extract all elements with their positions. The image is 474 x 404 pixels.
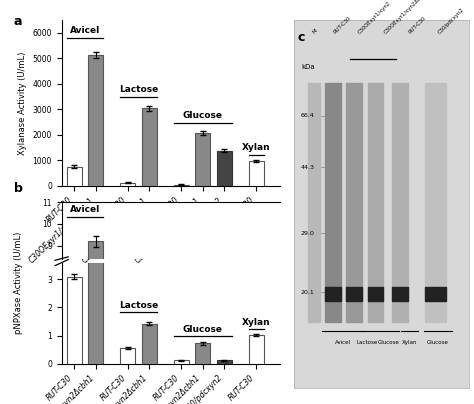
Bar — [88, 105, 103, 364]
Bar — [67, 277, 82, 364]
Text: a: a — [14, 15, 22, 28]
Text: Glucose: Glucose — [378, 340, 400, 345]
Bar — [67, 374, 82, 404]
Text: 66.4: 66.4 — [301, 113, 315, 118]
Bar — [88, 241, 103, 404]
Text: 29.0: 29.0 — [301, 231, 315, 236]
Bar — [67, 167, 82, 186]
Bar — [346, 287, 362, 301]
Text: pNPXase Activity (U/mL): pNPXase Activity (U/mL) — [15, 231, 23, 334]
Text: RUT-C30: RUT-C30 — [332, 15, 352, 35]
Bar — [392, 83, 408, 322]
Text: C30/pdcxyn2: C30/pdcxyn2 — [438, 7, 466, 35]
Text: Lactose: Lactose — [119, 301, 158, 310]
Bar — [142, 108, 157, 186]
Text: Lactose: Lactose — [119, 84, 158, 94]
Text: Xylan: Xylan — [242, 318, 271, 327]
Text: 20.1: 20.1 — [301, 290, 315, 295]
Bar — [217, 360, 232, 364]
Text: Lactose: Lactose — [357, 340, 378, 345]
Text: Glucose: Glucose — [182, 325, 223, 334]
Text: Xylan: Xylan — [242, 143, 271, 152]
Text: M: M — [311, 28, 318, 35]
Text: Avicel: Avicel — [70, 26, 100, 35]
Text: Xylan: Xylan — [402, 340, 418, 345]
Bar — [88, 55, 103, 186]
Text: C30OExyr1/xyn2: C30OExyr1/xyn2 — [357, 0, 392, 35]
Text: Glucose: Glucose — [427, 340, 448, 345]
Bar — [174, 185, 189, 186]
Text: RUT-C30: RUT-C30 — [408, 15, 427, 35]
Bar — [249, 335, 264, 364]
Bar — [249, 161, 264, 186]
Bar — [367, 83, 383, 322]
Bar — [425, 83, 447, 322]
Y-axis label: Xylanase Activity (U/mL): Xylanase Activity (U/mL) — [18, 51, 27, 155]
Text: Avicel: Avicel — [70, 205, 100, 214]
Bar — [425, 287, 447, 301]
Bar — [195, 343, 210, 364]
Bar — [392, 287, 408, 301]
Text: kDa: kDa — [301, 64, 315, 70]
Bar — [367, 287, 383, 301]
Text: C30OExyr1/xyn2Δcbh1: C30OExyr1/xyn2Δcbh1 — [383, 0, 430, 35]
Bar — [142, 324, 157, 364]
Bar — [346, 83, 362, 322]
Text: b: b — [14, 182, 23, 195]
Bar — [120, 348, 136, 364]
Bar — [326, 83, 341, 322]
Bar — [326, 287, 341, 301]
Bar — [308, 83, 320, 322]
Bar — [174, 360, 189, 364]
Bar — [217, 151, 232, 186]
Text: Avicel: Avicel — [335, 340, 351, 345]
Text: 44.3: 44.3 — [301, 165, 315, 170]
Bar — [120, 183, 136, 186]
Text: c: c — [297, 31, 305, 44]
Text: Glucose: Glucose — [182, 112, 223, 120]
Bar — [195, 133, 210, 186]
